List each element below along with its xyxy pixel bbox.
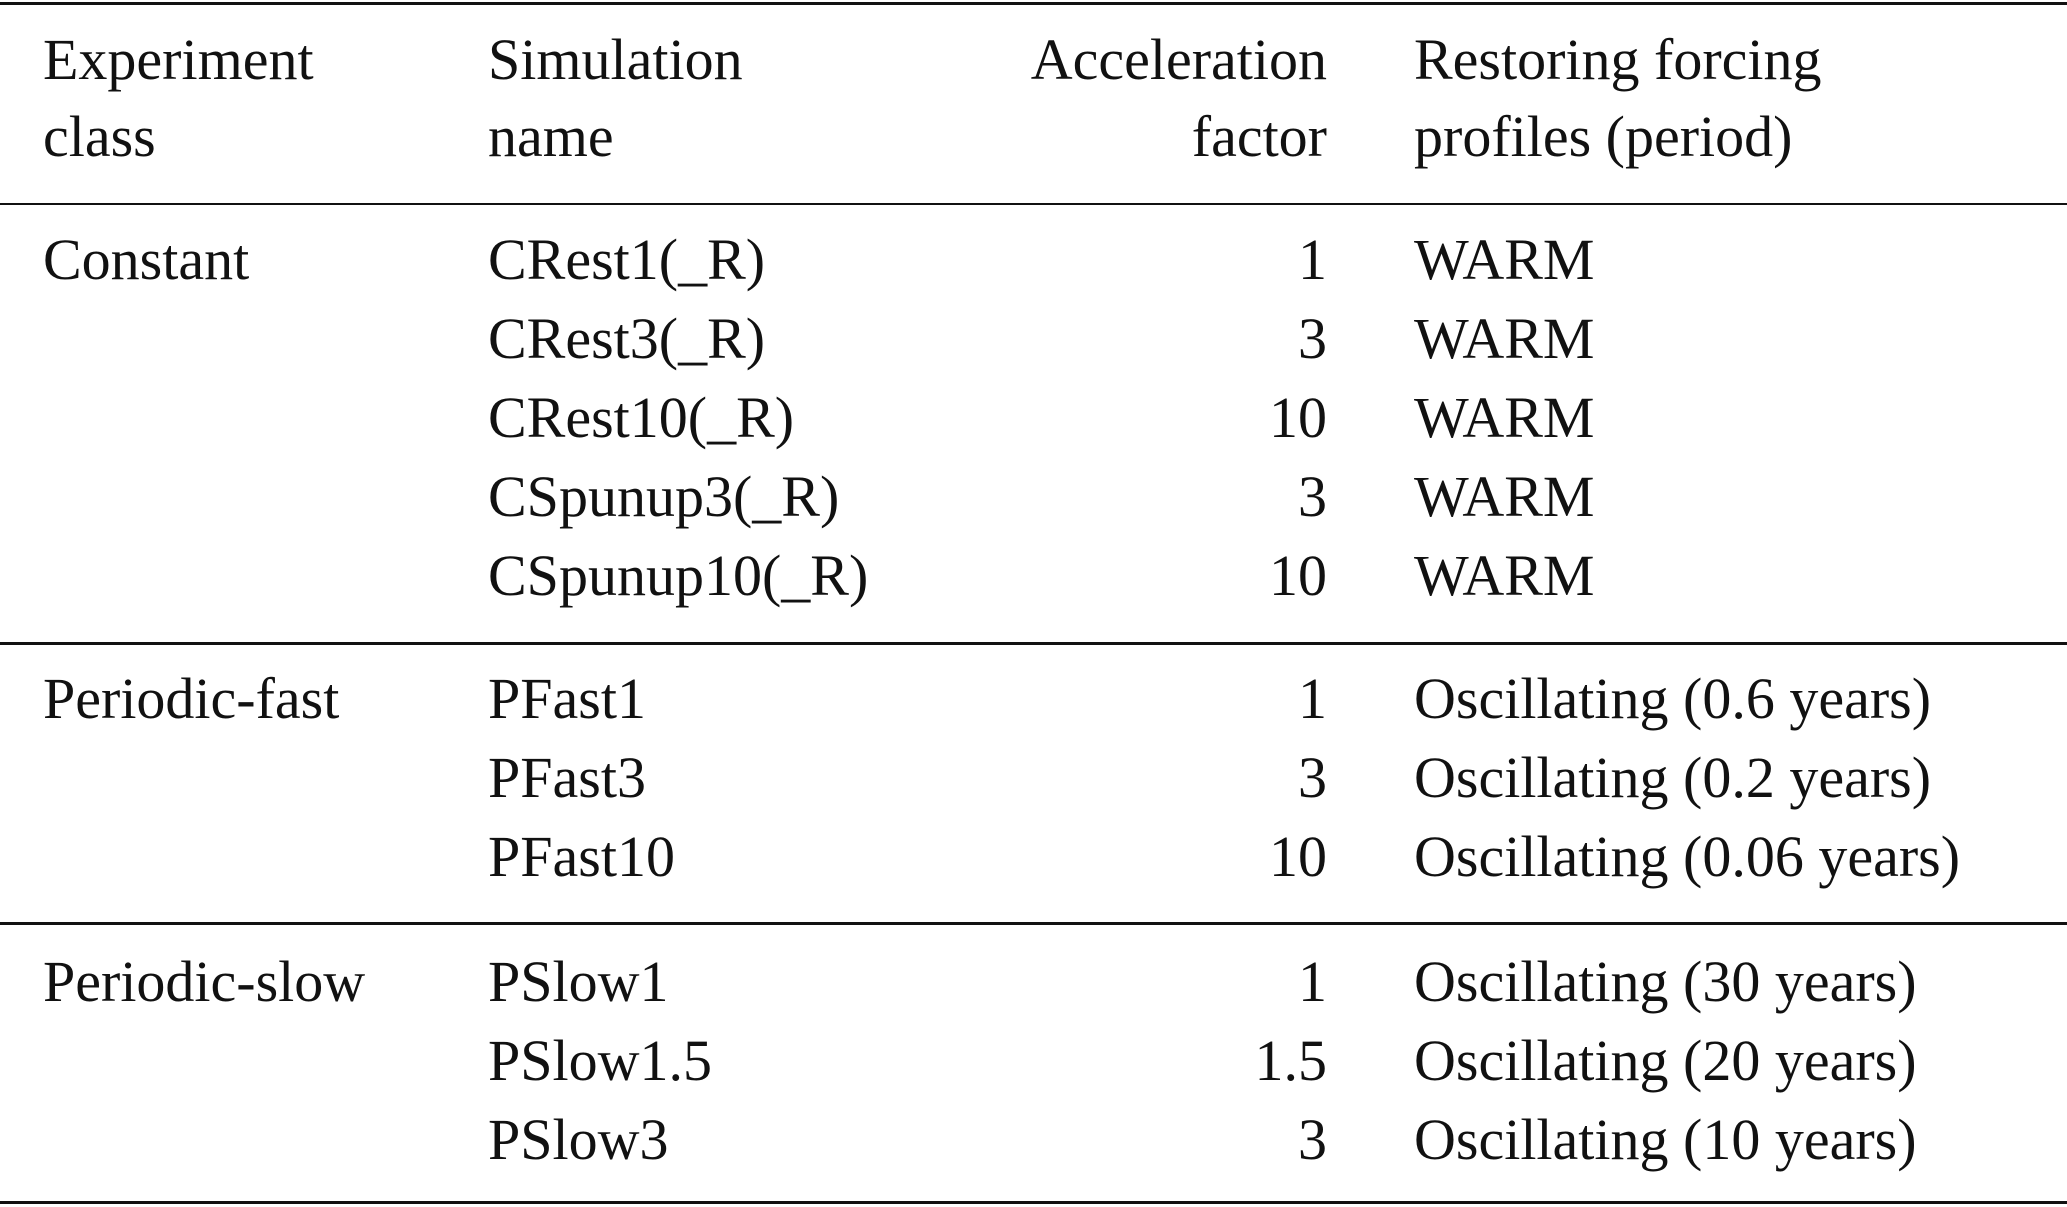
header-profile-2: profiles (period): [1414, 104, 1793, 169]
profile-cell: WARM: [1414, 543, 1595, 608]
name-cell: CSpunup10(_R): [488, 543, 869, 608]
profile-cell: WARM: [1414, 464, 1595, 529]
name-cell: PFast3: [488, 745, 646, 810]
profile-cell: WARM: [1414, 306, 1595, 371]
name-cell: PSlow3: [488, 1107, 669, 1172]
header-row-2: class name factor profiles (period): [0, 97, 2067, 176]
factor-cell: 1: [1298, 949, 1327, 1014]
section-rule: [0, 642, 2067, 645]
name-cell: PSlow1.5: [488, 1028, 713, 1093]
factor-cell: 10: [1269, 543, 1327, 608]
table-row: CSpunup10(_R) 10 WARM: [0, 536, 2067, 615]
factor-cell: 3: [1298, 745, 1327, 810]
class-cell: Constant: [43, 227, 250, 292]
name-cell: PFast1: [488, 666, 646, 731]
header-class-2: class: [43, 104, 156, 169]
table-row: CSpunup3(_R) 3 WARM: [0, 457, 2067, 536]
profile-cell: Oscillating (0.06 years): [1414, 824, 1961, 889]
factor-cell: 1: [1298, 666, 1327, 731]
header-factor-2: factor: [1191, 104, 1327, 169]
name-cell: PFast10: [488, 824, 675, 889]
header-name: Simulation: [488, 27, 743, 92]
profile-cell: Oscillating (0.2 years): [1414, 745, 1932, 810]
factor-cell: 10: [1269, 824, 1327, 889]
profile-cell: Oscillating (20 years): [1414, 1028, 1917, 1093]
factor-cell: 1.5: [1254, 1028, 1328, 1093]
factor-cell: 3: [1298, 464, 1327, 529]
header-row-1: Experiment Simulation Acceleration Resto…: [0, 20, 2067, 99]
header-rule: [0, 203, 2067, 205]
bottom-rule: [0, 1201, 2067, 1204]
name-cell: CSpunup3(_R): [488, 464, 840, 529]
name-cell: CRest10(_R): [488, 385, 795, 450]
name-cell: CRest3(_R): [488, 306, 766, 371]
table-row: Periodic-fast PFast1 1 Oscillating (0.6 yea…: [0, 659, 2067, 738]
header-class: Experiment: [43, 27, 314, 92]
table-row: PSlow1.5 1.5 Oscillating (20 years): [0, 1021, 2067, 1100]
table-row: CRest10(_R) 10 WARM: [0, 378, 2067, 457]
profile-cell: WARM: [1414, 227, 1595, 292]
profile-cell: WARM: [1414, 385, 1595, 450]
table-row: Constant CRest1(_R) 1 WARM: [0, 220, 2067, 299]
section-rule: [0, 922, 2067, 925]
table-row: Periodic-slow PSlow1 1 Oscillating (30 year…: [0, 942, 2067, 1021]
table-row: PFast3 3 Oscillating (0.2 years): [0, 738, 2067, 817]
header-factor: Acceleration: [1030, 27, 1327, 92]
profile-cell: Oscillating (0.6 years): [1414, 666, 1932, 731]
table-row: PFast10 10 Oscillating (0.06 years): [0, 817, 2067, 896]
name-cell: CRest1(_R): [488, 227, 766, 292]
profile-cell: Oscillating (30 years): [1414, 949, 1917, 1014]
class-cell: Periodic-fast: [43, 666, 340, 731]
name-cell: PSlow1: [488, 949, 669, 1014]
profile-cell: Oscillating (10 years): [1414, 1107, 1917, 1172]
table-row: PSlow3 3 Oscillating (10 years): [0, 1100, 2067, 1179]
factor-cell: 1: [1298, 227, 1327, 292]
header-profile: Restoring forcing: [1414, 27, 1822, 92]
header-name-2: name: [488, 104, 614, 169]
factor-cell: 10: [1269, 385, 1327, 450]
factor-cell: 3: [1298, 306, 1327, 371]
top-rule: [0, 2, 2067, 5]
factor-cell: 3: [1298, 1107, 1327, 1172]
class-cell: Periodic-slow: [43, 949, 366, 1014]
table-row: CRest3(_R) 3 WARM: [0, 299, 2067, 378]
